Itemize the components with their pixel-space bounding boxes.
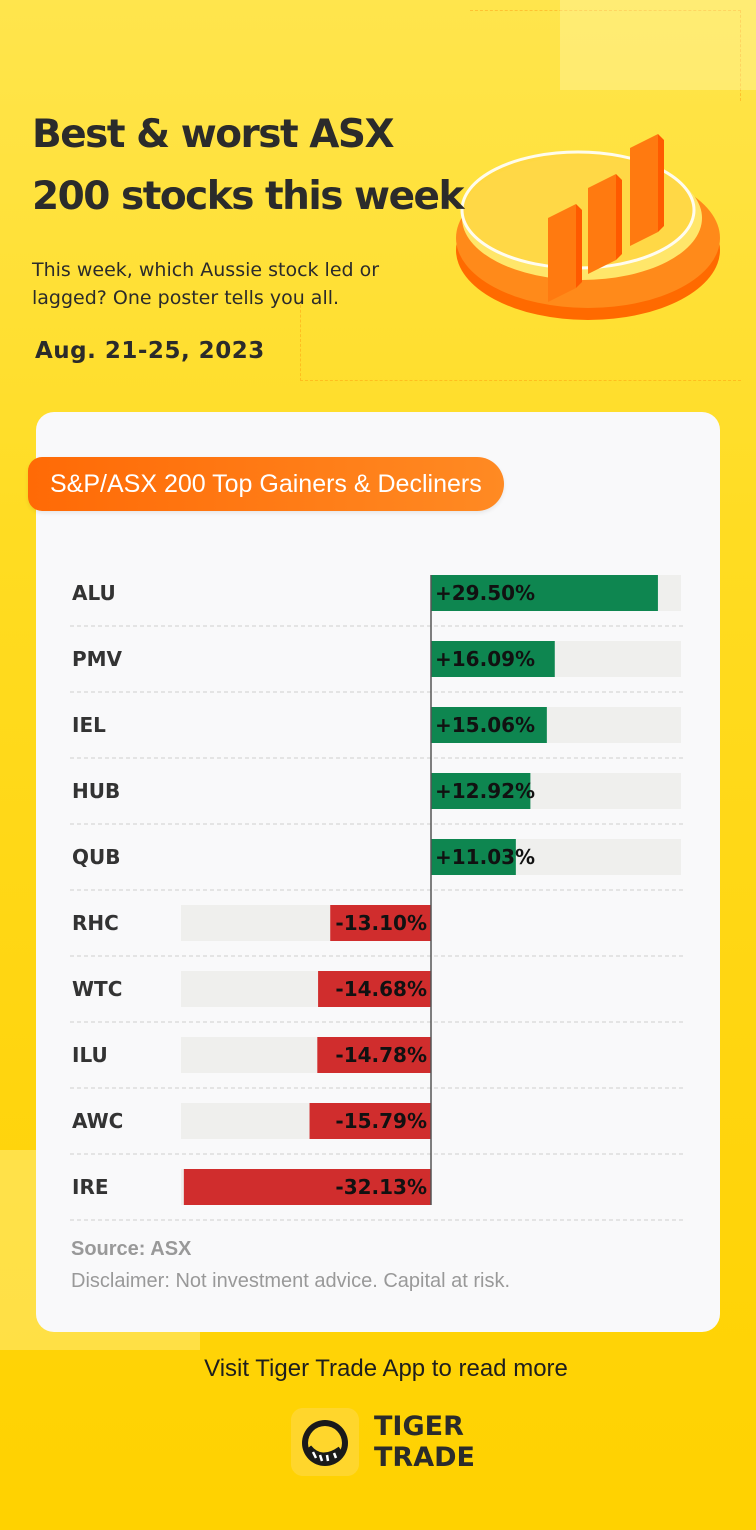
data-bar (309, 1103, 431, 1139)
brand-line-1: TIGER (374, 1411, 464, 1442)
source-note: Source: ASX (71, 1238, 192, 1260)
call-to-action[interactable]: Visit Tiger Trade App to read more (204, 1355, 568, 1382)
decorative-dashed-line (300, 300, 741, 381)
value-label: +16.09% (435, 647, 535, 671)
ticker-label: AWC (72, 1109, 123, 1133)
ticker-label: ILU (72, 1043, 108, 1067)
data-bar (318, 971, 431, 1007)
value-label: -14.78% (335, 1043, 427, 1067)
ticker-label: QUB (72, 845, 121, 869)
disclaimer-note: Disclaimer: Not investment advice. Capit… (71, 1270, 511, 1292)
brand-line-2: TRADE (374, 1442, 475, 1473)
value-label: -13.10% (335, 911, 427, 935)
data-bar (431, 641, 555, 677)
decorative-dashed-line (470, 10, 741, 101)
data-bar (431, 839, 516, 875)
data-bar (330, 905, 431, 941)
data-bar (431, 707, 547, 743)
value-label: +12.92% (435, 779, 535, 803)
ticker-label: PMV (72, 647, 123, 671)
value-label: -14.68% (335, 977, 427, 1001)
data-bar (431, 773, 531, 809)
ticker-label: IEL (72, 713, 106, 737)
data-bar (431, 575, 658, 611)
ticker-label: WTC (72, 977, 122, 1001)
value-label: -32.13% (335, 1175, 427, 1199)
decorative-block (560, 0, 756, 90)
data-bar (183, 1169, 431, 1205)
ticker-label: RHC (72, 911, 119, 935)
value-label: +11.03% (435, 845, 535, 869)
page-title: Best & worst ASX 200 stocks this week (32, 112, 464, 219)
data-bar (317, 1037, 431, 1073)
chart-title-badge: S&P/ASX 200 Top Gainers & Decliners (28, 457, 504, 511)
date-range: Aug. 21-25, 2023 (35, 338, 265, 364)
brand-wordmark: TIGER TRADE (374, 1411, 494, 1473)
value-label: -15.79% (335, 1109, 427, 1133)
ticker-label: IRE (72, 1175, 109, 1199)
ticker-label: HUB (72, 779, 120, 803)
value-label: +15.06% (435, 713, 535, 737)
page-subtitle: This week, which Aussie stock led or lag… (32, 259, 380, 309)
ticker-label: ALU (72, 581, 116, 605)
value-label: +29.50% (435, 581, 535, 605)
tiger-trade-logo-icon (291, 1408, 359, 1476)
bar-chart-illustration-icon (456, 134, 720, 320)
